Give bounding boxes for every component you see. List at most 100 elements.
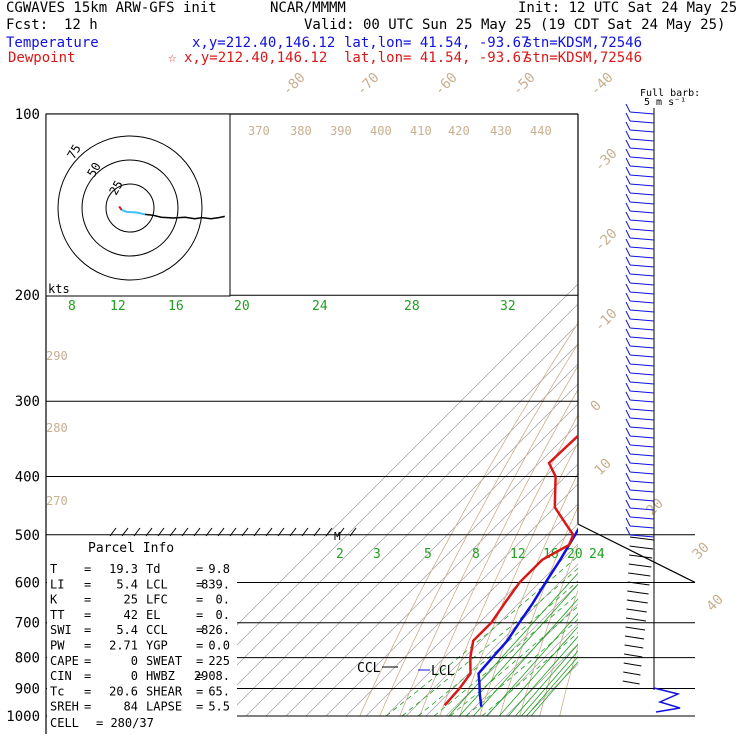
- wind-barb-flag: [625, 103, 631, 113]
- parcel-value: 19.3: [109, 562, 138, 576]
- wind-barb-flag: [625, 274, 631, 284]
- dry-adiabat-label: 440: [530, 124, 552, 138]
- wind-barb: [629, 554, 653, 559]
- moist-adiabat-line: [433, 593, 578, 717]
- parcel-value: 42: [124, 608, 138, 622]
- hatch-mark: [217, 527, 225, 537]
- wind-barb: [629, 471, 655, 475]
- dry-adiabat-line: [539, 589, 578, 717]
- parcel-eq: =: [84, 562, 91, 576]
- sounding-series: [443, 434, 578, 707]
- isotherm-line: [305, 443, 578, 717]
- wind-barb: [625, 626, 646, 631]
- ccl-label: CCL: [357, 661, 381, 676]
- parcel-key: K: [50, 593, 58, 607]
- isotherm-line: [385, 523, 578, 717]
- dry-adiabat-line: [700, 114, 740, 716]
- isotherm-label: 10: [592, 456, 615, 479]
- wind-barb: [629, 210, 655, 214]
- wind-barb: [623, 662, 642, 667]
- wind-barb-flag: [625, 148, 631, 158]
- mixing-ratio-line: [499, 626, 578, 717]
- hatch-mark: [169, 527, 177, 537]
- isotherm-line: [205, 343, 578, 717]
- pressure-tick-label: 800: [15, 651, 40, 667]
- isotherm-label: -10: [592, 306, 621, 335]
- pressure-tick-label: 200: [15, 288, 40, 304]
- wind-barb-flag: [625, 184, 631, 194]
- parcel-key: Tc: [50, 684, 64, 698]
- wind-barb: [629, 489, 655, 493]
- hodograph-frame: [45, 113, 231, 297]
- wind-barbs: Full barb:5 m s⁻¹: [622, 88, 700, 713]
- hatch-mark: [349, 527, 357, 537]
- wind-barb: [629, 228, 655, 232]
- wind-barb-flag: [625, 112, 631, 122]
- wind-barb: [627, 581, 650, 586]
- wind-barb-flag: [625, 238, 631, 248]
- hatch-mark: [145, 527, 153, 537]
- wind-barb-flag: [625, 364, 631, 374]
- parcel-value: 65.: [208, 684, 230, 698]
- wind-barb: [625, 617, 646, 622]
- wind-barb: [629, 237, 655, 241]
- parcel-value: 0.: [216, 593, 230, 607]
- wind-barb-flag: [625, 472, 631, 482]
- hodograph-ring: [57, 135, 203, 281]
- isotherm-label: -40: [588, 70, 617, 99]
- parcel-value: 0.0: [208, 639, 230, 653]
- dewpoint-line: [443, 434, 578, 707]
- pressure-tick-label: 500: [15, 528, 40, 544]
- parcel-info-title: Parcel Info: [88, 541, 174, 556]
- dry-adiabat-label: 420: [448, 124, 470, 138]
- parcel-key: LCL: [146, 577, 168, 591]
- wind-barb: [629, 453, 655, 457]
- wind-barb: [629, 183, 655, 187]
- wind-barb-flag: [625, 499, 631, 509]
- wind-barb: [629, 545, 654, 550]
- wind-barb-flag: [625, 292, 631, 302]
- wind-barb-flag: [625, 382, 631, 392]
- wind-barb: [629, 129, 655, 133]
- isotherm-line: [225, 363, 578, 717]
- hatch-mark: [253, 527, 261, 537]
- wind-barb-flag: [625, 202, 631, 212]
- parcel-key: PW: [50, 639, 65, 653]
- mixing-ratio-lines: [385, 555, 578, 717]
- mixing-ratio-label: 20: [234, 299, 250, 314]
- wind-barb: [629, 327, 655, 331]
- wind-barb-flag: [625, 409, 631, 419]
- mixing-ratio-line: [521, 650, 578, 717]
- parcel-eq: =: [196, 700, 203, 714]
- mixing-ratio-label: 12: [510, 547, 526, 562]
- pressure-tick-label: 600: [15, 575, 40, 591]
- wind-barb: [626, 608, 647, 613]
- wind-barb-flag: [625, 121, 631, 131]
- pressure-tick-label: 400: [15, 469, 40, 485]
- isotherm-label: -60: [432, 70, 461, 99]
- hodograph-ring: [105, 183, 155, 233]
- hatch-mark: [289, 527, 297, 537]
- hatch-mark: [205, 527, 213, 537]
- hatch-mark: [181, 527, 189, 537]
- isotherm-label: -80: [280, 70, 309, 99]
- dry-adiabat-lines: [359, 114, 740, 717]
- wind-barb-flag: [625, 373, 631, 383]
- wind-barb-flag: [625, 211, 631, 221]
- wind-barb: [629, 417, 655, 421]
- wind-barb: [623, 671, 641, 676]
- wind-barb-flag: [625, 247, 631, 257]
- parcel-eq: =: [196, 669, 203, 683]
- wind-barb: [629, 192, 655, 196]
- wind-barb: [624, 644, 644, 649]
- parcel-eq: =: [84, 577, 91, 591]
- wind-barb-flag: [625, 337, 631, 347]
- mixing-ratio-line: [515, 643, 578, 717]
- melting-level-label: M: [334, 530, 341, 543]
- mixing-ratio-label: 2: [336, 547, 344, 562]
- wind-barb: [629, 282, 655, 286]
- mixing-ratio-label: 5: [424, 547, 432, 562]
- pressure-tick-label: 900: [15, 681, 40, 697]
- parcel-info-background: [47, 537, 237, 734]
